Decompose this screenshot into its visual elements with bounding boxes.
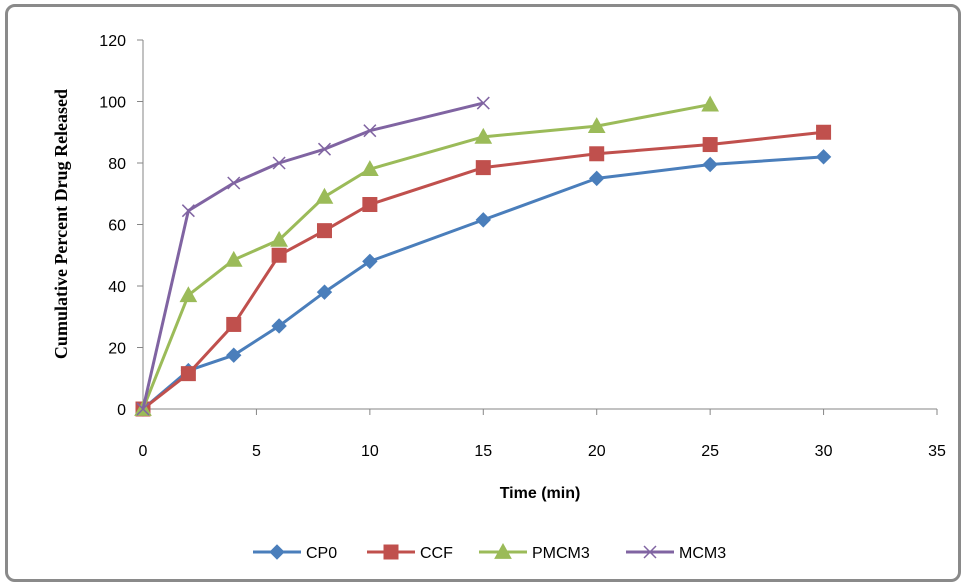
data-point-ccf	[702, 137, 718, 153]
marker-stroke	[136, 402, 150, 416]
legend: CP0 CCF PMCM3 MCM3	[253, 542, 726, 562]
marker-stroke	[181, 204, 195, 218]
x-tick-label: 20	[588, 443, 606, 460]
marker-stroke	[363, 124, 377, 138]
y-tick-label: 0	[117, 402, 126, 419]
data-point-cp0	[702, 156, 718, 173]
data-point-ccf	[816, 124, 832, 140]
legend-item-pmcm3: PMCM3	[479, 542, 590, 562]
legend-label: MCM3	[679, 545, 726, 562]
data-point-pmcm3	[315, 187, 334, 204]
legend-marker	[269, 544, 285, 560]
axes: 0 20 40 60 80 100 120 0 5 10 15 20 25 30 35	[99, 33, 946, 460]
series-pmcm3	[134, 95, 719, 416]
y-tick-label: 20	[108, 341, 126, 358]
legend-item-ccf: CCF	[367, 544, 453, 562]
data-point-pmcm3	[474, 127, 493, 144]
data-point-mcm3	[476, 96, 490, 110]
y-axis-title: Cumulative Percent Drug Released	[51, 89, 71, 359]
data-point-pmcm3	[361, 160, 379, 177]
legend-label: CCF	[420, 545, 453, 562]
data-point-cp0	[271, 318, 287, 334]
legend-marker	[643, 545, 657, 559]
series-line-cp0	[142, 155, 824, 411]
data-point-pmcm3	[224, 250, 243, 267]
data-point-cp0	[815, 149, 832, 165]
data-point-pmcm3	[587, 117, 606, 133]
marker-stroke	[227, 176, 241, 190]
series-mcm3	[136, 96, 490, 416]
y-tick-label: 100	[99, 95, 126, 112]
legend-marker	[494, 542, 512, 559]
data-point-cp0	[589, 170, 605, 187]
data-point-cp0	[362, 253, 378, 270]
x-tick-label: 0	[139, 443, 148, 460]
data-point-ccf	[362, 197, 378, 213]
x-axis-title: Time (min)	[500, 485, 581, 502]
data-point-cp0	[475, 212, 491, 228]
marker-stroke	[317, 142, 332, 156]
data-point-pmcm3	[701, 95, 719, 112]
data-point-ccf	[589, 146, 605, 162]
legend-item-mcm3: MCM3	[626, 545, 726, 562]
x-tick-label: 30	[815, 443, 833, 460]
data-point-pmcm3	[179, 286, 198, 303]
x-tick-label: 15	[474, 443, 492, 460]
marker-stroke	[643, 545, 657, 559]
series-line-mcm3	[141, 101, 484, 410]
chart-frame	[5, 4, 961, 582]
data-point-cp0	[316, 284, 333, 300]
marker-stroke	[272, 156, 286, 170]
data-point-ccf	[180, 366, 196, 382]
legend-label: PMCM3	[532, 545, 590, 562]
legend-marker	[383, 544, 399, 560]
y-tick-label: 80	[108, 156, 126, 173]
data-point-cp0	[226, 347, 242, 363]
data-point-ccf	[316, 223, 332, 239]
x-tick-label: 5	[252, 443, 261, 460]
x-tick-label: 10	[361, 443, 379, 460]
legend-item-cp0: CP0	[253, 544, 337, 562]
series-cp0	[135, 149, 832, 417]
y-tick-label: 40	[108, 279, 126, 296]
legend-label: CP0	[306, 545, 337, 562]
data-point-ccf	[475, 160, 491, 176]
plot-area	[134, 95, 832, 417]
x-tick-label: 25	[701, 443, 719, 460]
data-point-mcm3	[317, 142, 332, 156]
data-point-mcm3	[136, 402, 150, 416]
marker-stroke	[476, 96, 490, 110]
data-point-ccf	[226, 316, 242, 332]
y-tick-label: 120	[99, 33, 126, 50]
data-point-mcm3	[181, 204, 195, 218]
data-point-mcm3	[363, 124, 377, 138]
data-point-ccf	[271, 247, 287, 263]
series-ccf	[135, 124, 832, 417]
x-tick-label: 35	[928, 443, 946, 460]
data-point-pmcm3	[270, 230, 288, 247]
data-point-mcm3	[272, 156, 286, 170]
data-point-mcm3	[227, 176, 241, 190]
series-line-ccf	[142, 130, 824, 411]
y-tick-label: 60	[108, 218, 126, 235]
